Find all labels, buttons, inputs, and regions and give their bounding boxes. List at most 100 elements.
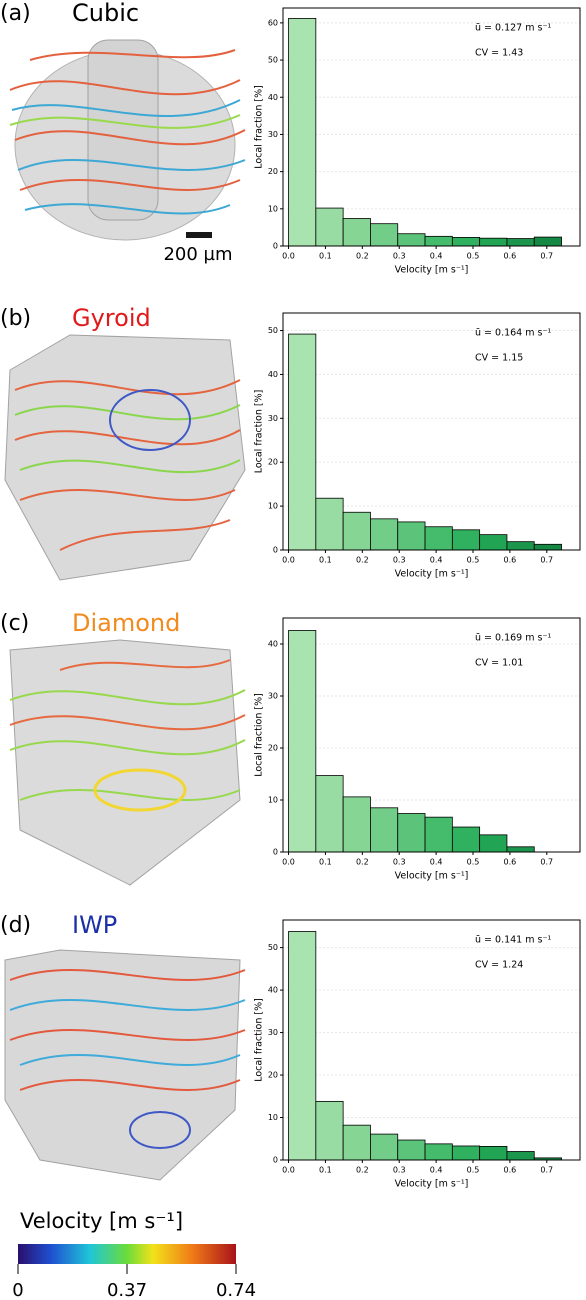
annotation: ū = 0.141 m s⁻¹: [475, 935, 551, 946]
x-tick-label: 0.6: [504, 556, 517, 565]
bar: [506, 846, 535, 853]
axes-frame: [282, 617, 581, 853]
annotation: CV = 1.01: [475, 658, 523, 669]
x-tick-label: 0.7: [540, 858, 553, 867]
x-tick-label: 0.2: [356, 556, 369, 565]
y-tick-label: 50: [268, 326, 278, 335]
bar: [288, 333, 317, 551]
bar: [397, 521, 426, 551]
x-tick-label: 0.2: [356, 252, 369, 261]
x-tick-label: 0.5: [467, 556, 480, 565]
y-tick-label: 0: [273, 848, 278, 857]
y-tick-label: 30: [268, 414, 278, 423]
bar: [370, 223, 399, 247]
bar: [424, 235, 453, 247]
x-tick-label: 0.6: [504, 1166, 517, 1175]
bar: [506, 238, 535, 247]
bar: [479, 834, 508, 853]
x-tick-label: 0.5: [467, 858, 480, 867]
annotation: CV = 1.15: [475, 353, 523, 364]
bar: [506, 1151, 535, 1161]
illustration: [4, 949, 246, 1181]
panel-title: Gyroid: [72, 304, 151, 332]
bar: [397, 233, 426, 247]
x-tick-label: 0.2: [356, 1166, 369, 1175]
panel-label: (d): [0, 913, 31, 938]
panel-title: IWP: [72, 911, 117, 939]
bar: [533, 236, 562, 247]
bar: [370, 1133, 399, 1161]
x-tick-label: 0.3: [393, 1166, 406, 1175]
x-tick-label: 0.0: [282, 858, 295, 867]
y-axis-label: Local fraction [%]: [254, 998, 265, 1082]
x-tick-label: 0.2: [356, 858, 369, 867]
bar: [479, 534, 508, 551]
axes-frame: [282, 7, 581, 247]
illustration: [9, 639, 246, 886]
bar: [288, 931, 317, 1161]
bar: [315, 1100, 344, 1161]
bar: [315, 497, 344, 551]
x-axis-label: Velocity [m s⁻¹]: [395, 871, 469, 882]
x-tick-label: 0.4: [430, 556, 443, 565]
x-axis-label: Velocity [m s⁻¹]: [395, 1179, 469, 1190]
bar: [451, 529, 481, 551]
x-axis-label: Velocity [m s⁻¹]: [395, 569, 469, 580]
y-tick-label: 10: [268, 1113, 278, 1122]
y-tick-label: 40: [268, 640, 278, 649]
bar: [397, 1139, 426, 1161]
bar: [342, 1124, 371, 1161]
bar: [315, 207, 344, 247]
x-tick-label: 0.3: [393, 858, 406, 867]
bar: [370, 807, 399, 853]
x-tick-label: 0.4: [430, 1166, 443, 1175]
x-tick-label: 0.1: [319, 252, 332, 261]
panel-label: (c): [0, 611, 29, 636]
x-tick-label: 0.0: [282, 252, 295, 261]
annotation: ū = 0.169 m s⁻¹: [475, 633, 551, 644]
bar: [533, 543, 562, 551]
panel-title: Cubic: [72, 0, 139, 27]
y-tick-label: 20: [268, 744, 278, 753]
bar: [479, 1146, 508, 1161]
y-tick-label: 0: [273, 1156, 278, 1165]
x-tick-label: 0.5: [467, 1166, 480, 1175]
x-tick-label: 0.1: [319, 556, 332, 565]
bar: [397, 813, 426, 853]
bar: [424, 816, 453, 853]
y-axis-label: Local fraction [%]: [254, 693, 265, 777]
y-tick-label: 40: [268, 370, 278, 379]
illustration: [9, 39, 246, 241]
y-tick-label: 40: [268, 986, 278, 995]
bar: [342, 218, 371, 247]
colorbar-label: Velocity [m s⁻¹]: [20, 1209, 183, 1233]
colorbar-tick-label: 0: [12, 1280, 23, 1300]
y-tick-label: 40: [268, 93, 278, 102]
colorbar: [18, 1244, 236, 1264]
annotation: CV = 1.24: [475, 960, 523, 971]
y-tick-label: 10: [268, 502, 278, 511]
annotation: CV = 1.43: [475, 48, 523, 59]
bar: [506, 541, 535, 551]
x-tick-label: 0.6: [504, 858, 517, 867]
x-tick-label: 0.4: [430, 858, 443, 867]
x-tick-label: 0.5: [467, 252, 480, 261]
panel-title: Diamond: [72, 609, 180, 637]
x-tick-label: 0.7: [540, 556, 553, 565]
bar: [315, 775, 344, 853]
axes-frame: [282, 919, 581, 1161]
bar: [424, 526, 453, 551]
y-tick-label: 60: [268, 18, 278, 27]
annotation: ū = 0.164 m s⁻¹: [475, 328, 551, 339]
x-tick-label: 0.6: [504, 252, 517, 261]
bar: [288, 18, 317, 247]
scale-bar-label: 200 µm: [163, 244, 232, 265]
bar: [370, 518, 399, 551]
x-tick-label: 0.1: [319, 1166, 332, 1175]
y-tick-label: 0: [273, 242, 278, 251]
y-tick-label: 30: [268, 1028, 278, 1037]
x-tick-label: 0.4: [430, 252, 443, 261]
illustration: [4, 334, 246, 581]
x-tick-label: 0.0: [282, 1166, 295, 1175]
